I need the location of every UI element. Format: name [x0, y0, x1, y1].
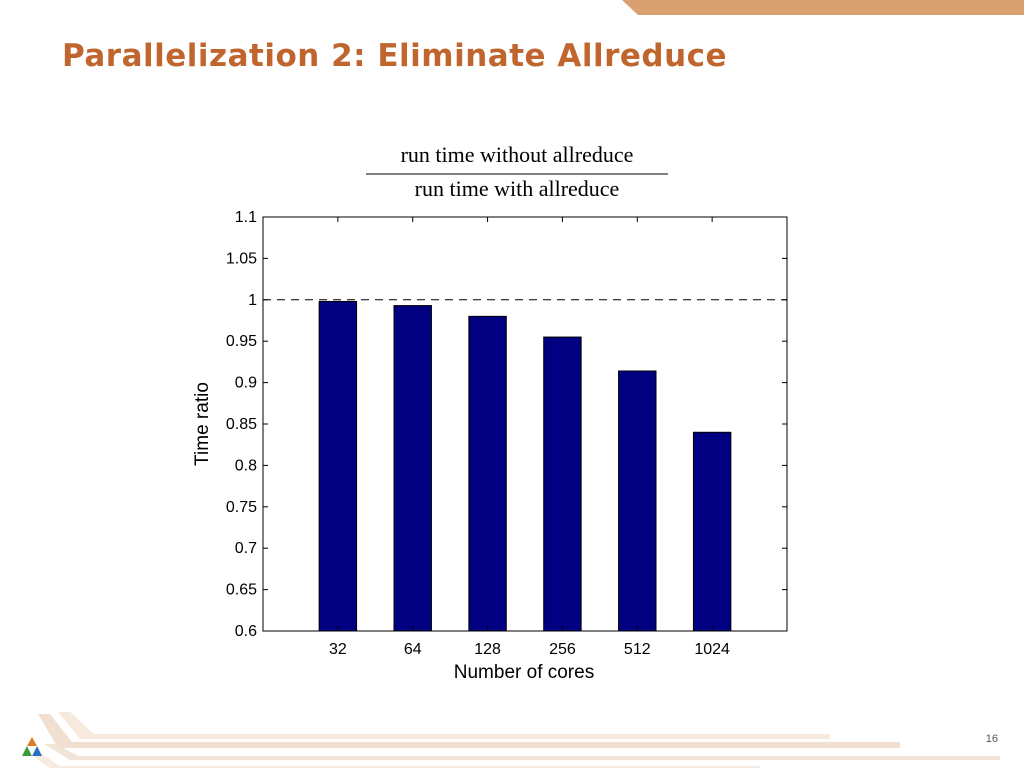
y-tick-label: 0.95 [226, 333, 257, 350]
top-accent-shape [622, 0, 1024, 15]
y-tick-label: 0.85 [226, 416, 257, 433]
y-tick-label: 0.9 [235, 375, 257, 392]
y-tick-label: 0.7 [235, 540, 257, 557]
x-tick-label: 512 [624, 641, 651, 658]
y-tick-label: 1.1 [235, 209, 257, 226]
y-tick-label: 1 [248, 292, 257, 309]
slide-title: Parallelization 2: Eliminate Allreduce [62, 38, 728, 74]
logo-segment-blue [32, 746, 42, 756]
chart-title-denominator: run time with allreduce [415, 176, 620, 201]
triangle-logo-icon [22, 737, 42, 756]
logo-segment-center [27, 746, 37, 756]
x-axis: 32 64 128 256 512 1024 [329, 217, 730, 658]
page-number: 16 [985, 733, 998, 745]
footer-swoosh-1 [38, 714, 900, 748]
x-tick-label: 256 [549, 641, 576, 658]
y-tick-label: 0.75 [226, 499, 257, 516]
bar-32 [318, 300, 358, 632]
bar-1024 [692, 431, 732, 632]
bar-128 [468, 315, 507, 632]
chart-title-numerator: run time without allreduce [401, 142, 634, 167]
bar-64 [393, 305, 432, 632]
y-tick-label: 0.65 [226, 582, 257, 599]
chart-title: run time without allreduce run time with… [366, 142, 668, 201]
y-tick-label: 0.6 [235, 623, 257, 640]
x-axis-label: Number of cores [454, 662, 594, 683]
logo-segment-orange [27, 737, 37, 746]
y-axis-label: Time ratio [192, 382, 213, 466]
logo-segment-green [22, 746, 32, 756]
footer-swoosh-2 [58, 712, 830, 739]
bar-512 [618, 370, 657, 632]
x-tick-label: 32 [329, 641, 347, 658]
x-tick-label: 64 [404, 641, 422, 658]
bar-256 [543, 336, 582, 632]
y-tick-label: 1.05 [226, 250, 257, 267]
x-tick-label: 128 [474, 641, 501, 658]
bars-layer [318, 300, 732, 632]
footer-swoosh-3 [44, 744, 1000, 760]
top-accent-band [622, 0, 1024, 15]
y-tick-label: 0.8 [235, 457, 257, 474]
footer-swoosh-4 [30, 754, 760, 768]
footer-decoration [30, 712, 1000, 768]
bar-chart: run time without allreduce run time with… [192, 142, 788, 683]
x-tick-label: 1024 [694, 641, 730, 658]
y-axis: 0.6 0.65 0.7 0.75 0.8 0.85 0.9 0.95 1 1.05 1.1 [226, 209, 787, 640]
